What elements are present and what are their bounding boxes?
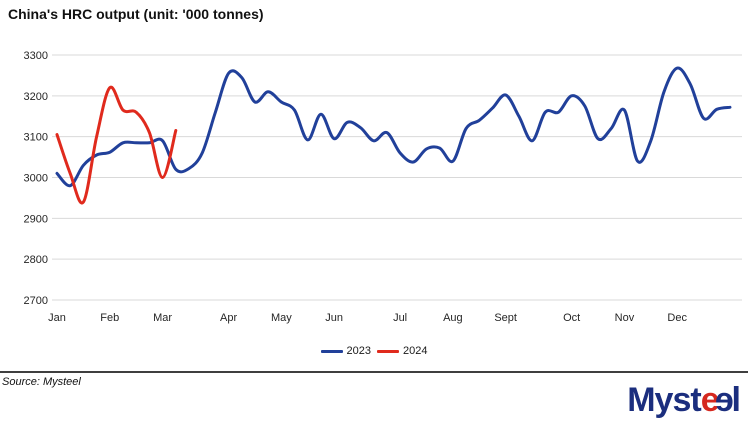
x-tick-label-feb: Feb [100,312,119,324]
source-note: Source: Mysteel [2,376,81,388]
logo-e-red: e [700,381,720,419]
legend-label-2024: 2024 [403,345,428,357]
x-tick-label-jul: Jul [393,312,407,324]
chart-title: China's HRC output (unit: '000 tonnes) [8,6,264,22]
footer-divider [0,371,748,373]
y-tick-label: 3200 [24,91,48,103]
legend-swatch-2023 [320,349,343,353]
x-tick-label-may: May [271,312,292,324]
legend-item-2023: 2023 [320,345,371,357]
y-tick-label: 2800 [24,254,48,266]
chart-legend: 2023 2024 [0,345,748,357]
x-tick-label-jun: Jun [325,312,343,324]
y-tick-label: 3300 [24,50,48,62]
legend-item-2024: 2024 [377,345,427,357]
output-chart: 3300 3200 3100 3000 2900 2800 2700 Jan Feb Mar Ap… [24,50,742,324]
logo-e-reversed: e [715,381,734,419]
y-tick-label: 2700 [24,295,48,307]
x-tick-label-nov: Nov [615,312,635,324]
x-tick-label-dec: Dec [667,312,687,324]
legend-swatch-2024 [377,349,399,353]
y-tick-label: 3000 [24,173,48,185]
x-axis-tick-labels: Jan Feb Mar Apr May Jun Jul Aug Sept Oct Nov Dec [48,312,687,324]
mysteel-logo: Mysteel [627,381,742,419]
y-tick-label: 2900 [24,213,48,225]
y-tick-label: 3100 [24,132,48,144]
series-line-2024 [55,85,178,205]
logo-text-prefix: Myst [627,381,701,419]
y-axis-tick-labels: 3300 3200 3100 3000 2900 2800 2700 [24,50,48,307]
x-tick-label-sept: Sept [494,312,517,324]
x-tick-label-jan: Jan [48,312,66,324]
x-tick-label-oct: Oct [563,312,580,324]
x-tick-label-aug: Aug [443,312,463,324]
series-lines [55,66,732,205]
x-tick-label-mar: Mar [153,312,172,324]
x-tick-label-apr: Apr [220,312,237,324]
logo-text-suffix: l [731,381,742,419]
gridlines [52,54,742,301]
legend-label-2023: 2023 [346,345,371,357]
